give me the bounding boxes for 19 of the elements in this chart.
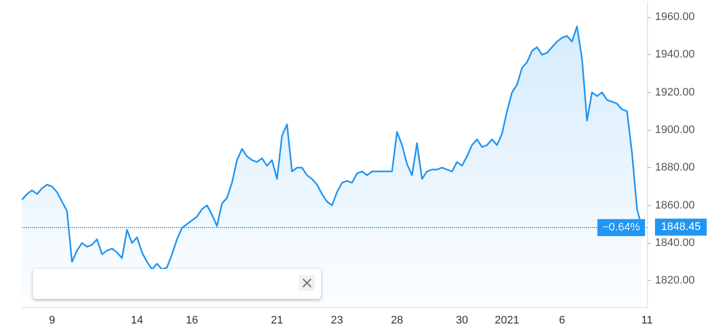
x-tick-label: 14: [130, 314, 144, 326]
x-tick-label: 28: [390, 314, 404, 326]
y-tick-label: 1940.00: [655, 48, 695, 61]
y-tick-label: 1860.00: [655, 199, 695, 212]
y-tick-label: 1900.00: [655, 124, 695, 136]
x-tick-label: 11: [641, 314, 653, 326]
x-tick-label: 9: [48, 314, 56, 326]
ref-line-label: 1848.45: [661, 221, 701, 234]
y-tick-label: 1880.00: [655, 162, 695, 174]
x-tick-label: 21: [270, 314, 284, 326]
x-tick-label: 6: [558, 314, 566, 326]
x-tick-label: 2021: [494, 314, 520, 326]
y-tick-label: 1820.00: [655, 274, 695, 287]
y-tick-label: 1840.00: [655, 236, 695, 249]
y-tick-label: 1920.00: [655, 86, 695, 98]
x-tick-label: 23: [330, 314, 344, 326]
x-tick-label: 16: [186, 314, 198, 326]
x-tick-label: 30: [456, 314, 468, 326]
y-tick-label: 1960.00: [655, 11, 695, 24]
